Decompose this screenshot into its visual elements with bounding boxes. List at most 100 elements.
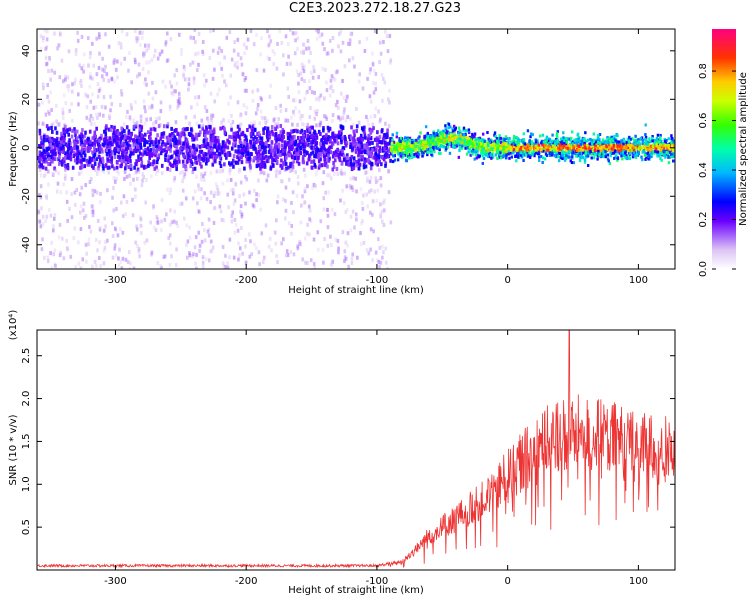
spectrogram-cell [378,245,382,250]
spectrogram-cell [228,255,231,260]
spectrogram-cell [193,166,197,171]
spectrogram-cell [262,151,265,156]
spectrogram-cell [363,160,366,165]
spectrogram-cell [165,212,168,217]
spectrogram-cell [187,77,191,82]
spectrogram-cell [236,52,240,57]
spectrogram-cell [302,69,306,74]
spectrogram-cell [322,196,326,201]
spectrogram-cell [571,152,574,156]
spectrogram-cell [358,149,361,154]
spectrogram-cell [539,141,543,145]
spectrogram-cell [255,68,259,73]
spectrogram-cell [156,133,159,138]
spectrogram-cell [124,142,127,147]
spectrogram-cell [366,146,369,151]
spectrogram-cell [118,157,121,162]
spectrogram-cell [98,149,101,154]
spectrogram-cell [193,114,196,119]
spectrogram-cell [371,122,375,127]
spectrogram-cell [133,165,136,170]
spectrogram-cell [231,210,235,215]
spectrogram-cell [155,215,159,220]
spectrogram-cell [351,187,355,192]
spectrogram-cell [604,153,608,157]
spectrogram-cell [130,80,134,85]
spectrogram-cell [607,144,611,148]
spectrogram-cell [252,156,256,161]
spectrogram-cell [257,131,261,136]
spectrogram-cell [74,141,78,146]
spectrogram-cell [68,108,71,113]
spectrogram-cell [89,229,93,234]
spectrogram-cell [467,150,470,154]
spectrogram-cell [185,168,189,173]
spectrogram-cell [101,149,104,154]
spectrogram-cell [62,138,66,143]
spectrogram-cell [555,134,559,138]
spectrogram-cell [57,235,61,240]
spectrogram-cell [44,219,47,224]
spectrogram-cell [58,75,62,80]
spectrogram-cell [197,209,201,214]
spectrogram-cell [595,140,598,144]
spectrogram-cell [327,128,331,133]
spectrogram-cell [323,47,326,52]
spectrogram-cell [196,201,199,206]
spectrogram-cell [250,128,254,133]
spectrogram-cell [306,128,309,133]
spectrogram-cell [204,129,207,134]
spectrogram-cell [300,62,304,67]
spectrogram-cell [73,202,77,207]
spectrogram-cell [113,125,116,130]
spectrogram-cell [349,32,352,37]
spectrogram-cell [336,148,339,153]
spectrogram-cell [309,151,313,156]
spectrogram-cell [70,192,73,197]
spectrogram-cell [325,140,329,145]
spectrogram-cell [93,259,97,264]
spectrogram-cell [471,137,474,141]
spectrogram-cell [260,139,264,144]
spectrogram-cell [75,129,79,134]
spectrogram-cell [517,137,520,141]
spectrogram-cell [211,48,215,53]
spectrogram-cell [323,237,326,242]
spectrogram-cell [529,154,532,158]
spectrogram-cell [494,135,497,139]
spectrogram-cell [206,142,210,147]
spectrogram-cell [49,77,52,82]
spectrogram-cell [435,131,438,135]
spectrogram-cell [154,153,157,158]
spectrogram-cell [320,32,324,37]
spectrogram-cell [111,142,114,147]
spectrogram-cell [296,129,299,134]
spectrogram-cell [315,133,318,138]
spectrogram-cell [232,137,236,142]
spectrogram-cell [288,153,292,158]
spectrogram-cell [194,235,198,240]
spectrogram-cell [160,148,164,153]
spectrogram-cell [114,130,118,135]
spectrogram-cell [109,127,113,132]
spectrogram-cell [458,143,461,147]
spectrogram-cell [60,159,64,164]
spectrogram-cell [623,145,626,149]
spectrogram-cell [354,176,358,181]
spectrogram-cell [521,140,525,144]
spectrogram-cell [326,164,329,169]
spectrogram-cell [252,158,256,163]
spectrogram-cell [299,114,303,119]
spectrogram-cell [144,165,148,170]
spectrogram-cell [90,157,94,162]
spectrogram-cell [429,138,432,142]
spectrogram-cell [210,117,213,122]
spectrogram-cell [222,117,226,122]
spectrogram-cell [269,39,273,44]
spectrogram-cell [89,114,93,119]
spectrogram-cell [61,162,64,167]
spectrogram-cell [200,118,204,123]
spectrogram-cell [97,65,101,70]
spectrogram-cell [264,141,268,146]
spectrogram-cell [384,143,387,148]
